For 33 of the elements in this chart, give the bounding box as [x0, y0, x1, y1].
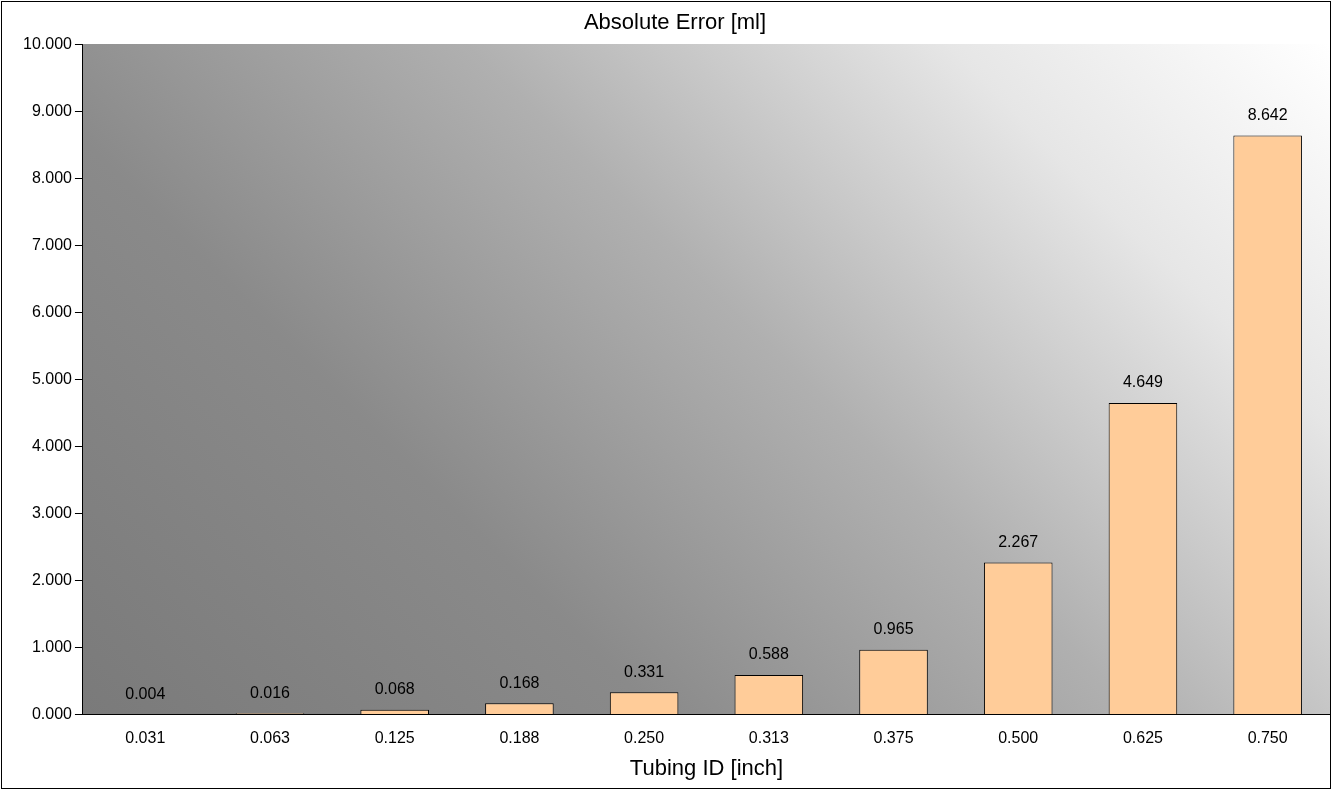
x-tick-label: 0.750	[1247, 729, 1288, 747]
x-axis-title: Tubing ID [inch]	[629, 754, 784, 780]
data-label: 4.649	[1122, 373, 1164, 391]
x-tick-label: 0.125	[374, 729, 415, 747]
data-label: 2.267	[998, 532, 1039, 550]
y-tick-label: 7.000	[31, 235, 73, 253]
x-tick-label: 0.625	[1122, 729, 1164, 747]
chart-title: Absolute Error [ml]	[583, 9, 767, 35]
y-tick-label: 6.000	[31, 302, 73, 320]
x-tick-label: 0.063	[249, 729, 291, 747]
data-label: 0.068	[374, 680, 415, 698]
data-label: 0.004	[125, 684, 166, 702]
data-label: 0.016	[249, 683, 291, 701]
y-tick-label: 0.000	[31, 704, 73, 722]
x-tick-label: 0.188	[499, 729, 540, 747]
y-tick-label: 5.000	[31, 369, 73, 387]
y-tick-label: 9.000	[31, 101, 73, 119]
x-tick-label: 0.250	[624, 729, 665, 747]
y-tick-label: 8.000	[31, 168, 73, 186]
x-tick-label: 0.031	[125, 729, 166, 747]
y-tick-label: 2.000	[31, 570, 73, 588]
data-label: 0.331	[624, 662, 665, 680]
x-tick-label: 0.375	[873, 729, 914, 747]
y-tick-label: 4.000	[31, 436, 73, 454]
data-label: 0.965	[873, 620, 914, 638]
x-tick-label: 0.500	[998, 729, 1039, 747]
y-tick-label: 3.000	[31, 503, 73, 521]
data-label: 0.168	[499, 673, 540, 691]
x-tick-label: 0.313	[748, 729, 789, 747]
data-label: 0.588	[748, 645, 789, 663]
data-label: 8.642	[1247, 105, 1288, 123]
y-tick-label: 1.000	[31, 637, 73, 655]
y-tick-label: 10.000	[23, 34, 73, 52]
